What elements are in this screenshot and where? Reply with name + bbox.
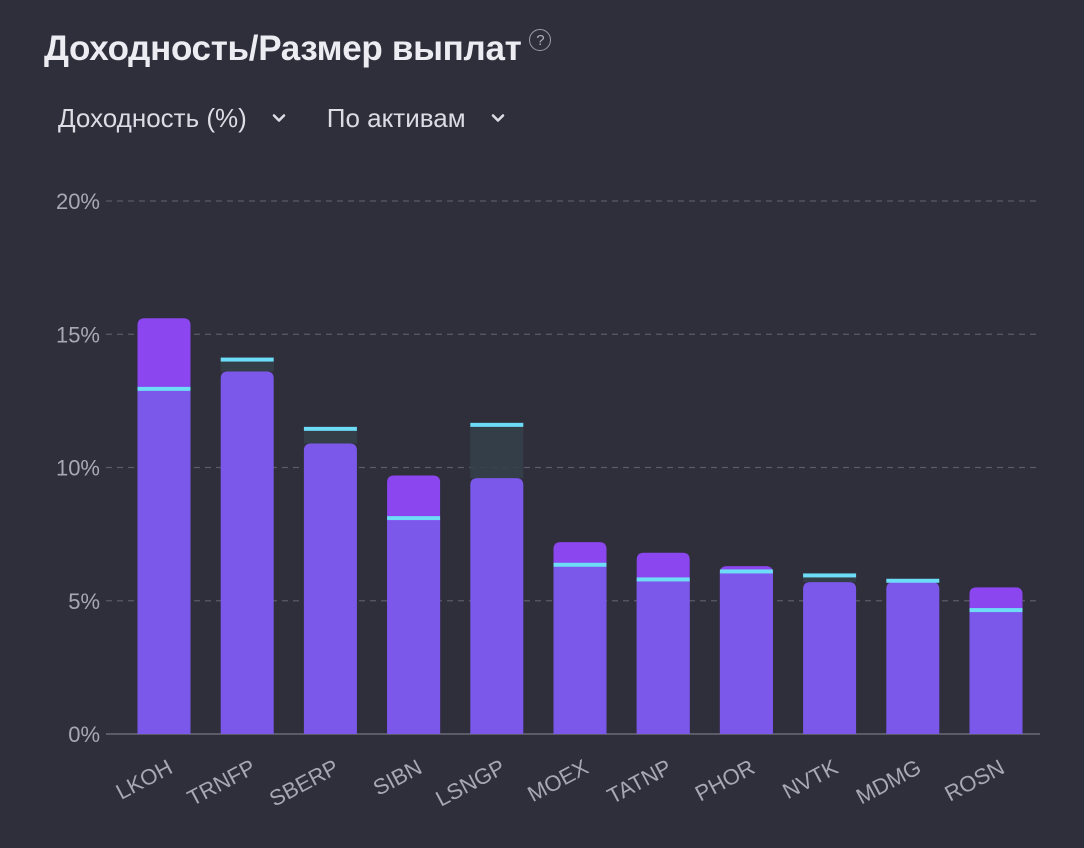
bar-marker-mdmg	[886, 578, 940, 583]
x-tick-label: ROSN	[940, 754, 1008, 806]
bar-marker-lsngp	[470, 422, 524, 427]
x-tick-label: TATNP	[603, 754, 676, 808]
x-tick-label: MOEX	[523, 754, 592, 807]
bar-base-lsngp[interactable]	[470, 478, 524, 734]
x-tick-label: TRNFP	[183, 754, 259, 810]
bar-ghost-trnfp	[220, 359, 274, 372]
grouping-dropdown[interactable]: По активам	[327, 100, 508, 136]
x-tick-label: PHOR	[691, 754, 759, 806]
bar-base-mdmg[interactable]	[886, 582, 940, 734]
chevron-down-icon	[272, 114, 286, 122]
bar-ghost-sberp	[303, 428, 357, 444]
bar-marker-rosn	[969, 608, 1023, 613]
grouping-dropdown-label: По активам	[326, 103, 466, 133]
metric-dropdown[interactable]: Доходность (%)	[58, 100, 289, 136]
bar-base-nvtk[interactable]	[803, 582, 857, 734]
bar-marker-lkoh	[137, 386, 191, 391]
bar-marker-sibn	[387, 516, 441, 521]
x-tick-label: SIBN	[369, 754, 426, 800]
bar-base-sibn[interactable]	[387, 520, 441, 734]
bar-base-rosn[interactable]	[969, 611, 1023, 734]
help-icon[interactable]: ?	[529, 29, 552, 51]
chart-title: Доходность/Размер выплат	[44, 29, 522, 68]
bar-marker-sberp	[303, 426, 357, 431]
bar-base-lkoh[interactable]	[137, 390, 191, 734]
x-tick-label: NVTK	[778, 754, 842, 804]
y-tick-label: 10%	[56, 456, 100, 481]
x-tick-label: MDMG	[852, 754, 925, 809]
bar-base-sberp[interactable]	[303, 443, 357, 734]
bar-base-phor[interactable]	[719, 571, 773, 734]
bar-ghost-nvtk	[803, 575, 857, 583]
x-tick-label: SBERP	[265, 754, 343, 811]
chart-controls: Доходность (%) По активам	[58, 100, 508, 136]
y-tick-label: 0%	[68, 722, 100, 747]
bar-marker-nvtk	[803, 573, 857, 578]
metric-dropdown-label: Доходность (%)	[58, 103, 247, 133]
y-tick-label: 15%	[56, 322, 100, 347]
bar-marker-phor	[719, 569, 773, 574]
bar-base-moex[interactable]	[553, 566, 607, 734]
y-tick-label: 5%	[68, 589, 100, 614]
bar-marker-trnfp	[220, 357, 274, 362]
chevron-down-icon	[491, 114, 504, 122]
x-tick-label: LSNGP	[432, 754, 510, 811]
bar-marker-moex	[553, 562, 607, 567]
bar-ghost-lsngp	[470, 424, 524, 479]
chart-header: Доходность/Размер выплат ?	[44, 26, 552, 72]
bar-base-trnfp[interactable]	[220, 371, 274, 734]
y-tick-label: 20%	[56, 189, 100, 214]
bar-marker-tatnp	[636, 577, 690, 582]
bar-base-tatnp[interactable]	[636, 579, 690, 734]
x-tick-label: LKOH	[112, 754, 177, 804]
